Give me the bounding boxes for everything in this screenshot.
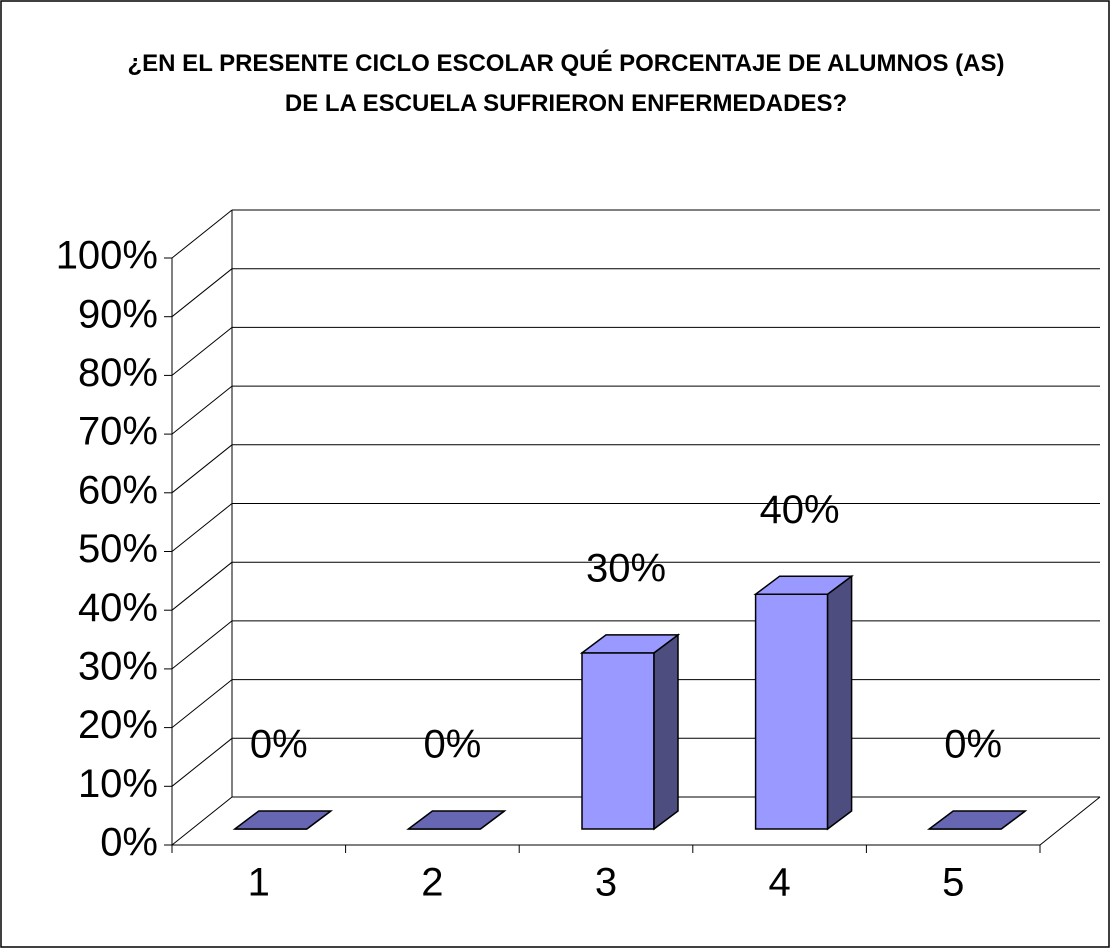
grid-diagonal — [171, 503, 233, 552]
value-label: 40% — [760, 488, 840, 532]
x-tick-label: 4 — [768, 861, 790, 905]
grid-diagonal — [171, 327, 233, 376]
y-tick-label: 10% — [78, 762, 158, 806]
x-tick-label: 3 — [595, 861, 617, 905]
y-tick-label: 90% — [78, 292, 158, 336]
bar — [579, 633, 681, 831]
bar-front — [754, 593, 829, 830]
bar-top — [406, 810, 507, 830]
bar-side — [826, 574, 853, 831]
grid-diagonal — [171, 737, 233, 787]
bar-top — [753, 575, 854, 595]
value-label: 0% — [250, 723, 308, 767]
value-label: 30% — [586, 546, 666, 590]
y-tick-label: 30% — [78, 644, 158, 688]
bar-top — [232, 810, 334, 830]
grid-diagonal — [171, 268, 233, 318]
bar-front — [581, 652, 655, 830]
x-tick-label: 1 — [248, 861, 270, 905]
grid-diagonal — [171, 209, 233, 259]
bar — [926, 810, 1028, 830]
x-tick-label: 5 — [942, 861, 964, 905]
grid-diagonal — [171, 385, 233, 435]
y-tick-label: 70% — [78, 410, 158, 454]
value-label: 0% — [944, 723, 1002, 767]
y-tick-label: 20% — [78, 703, 158, 747]
value-label: 0% — [423, 723, 481, 767]
grid-diagonal — [171, 620, 233, 670]
floor-right — [1039, 796, 1101, 846]
y-tick-label: 60% — [78, 468, 158, 512]
y-tick-label: 100% — [56, 234, 158, 278]
grid-diagonal — [171, 796, 233, 846]
x-tick-label: 2 — [421, 861, 443, 905]
chart-title: ¿EN EL PRESENTE CICLO ESCOLAR QUÉ PORCEN… — [127, 50, 1005, 117]
grid-diagonal — [171, 444, 233, 494]
y-tick-label: 40% — [78, 586, 158, 630]
bar-top — [926, 810, 1028, 830]
y-tick-label: 50% — [78, 527, 158, 571]
bar-top — [579, 634, 681, 654]
grid-diagonal — [171, 561, 233, 611]
bar — [753, 574, 854, 831]
bar — [406, 810, 507, 830]
grid-diagonal — [171, 679, 233, 728]
y-tick-label: 80% — [78, 351, 158, 395]
y-tick-label: 0% — [100, 821, 158, 865]
bar-side — [653, 633, 679, 831]
bar — [232, 810, 334, 830]
